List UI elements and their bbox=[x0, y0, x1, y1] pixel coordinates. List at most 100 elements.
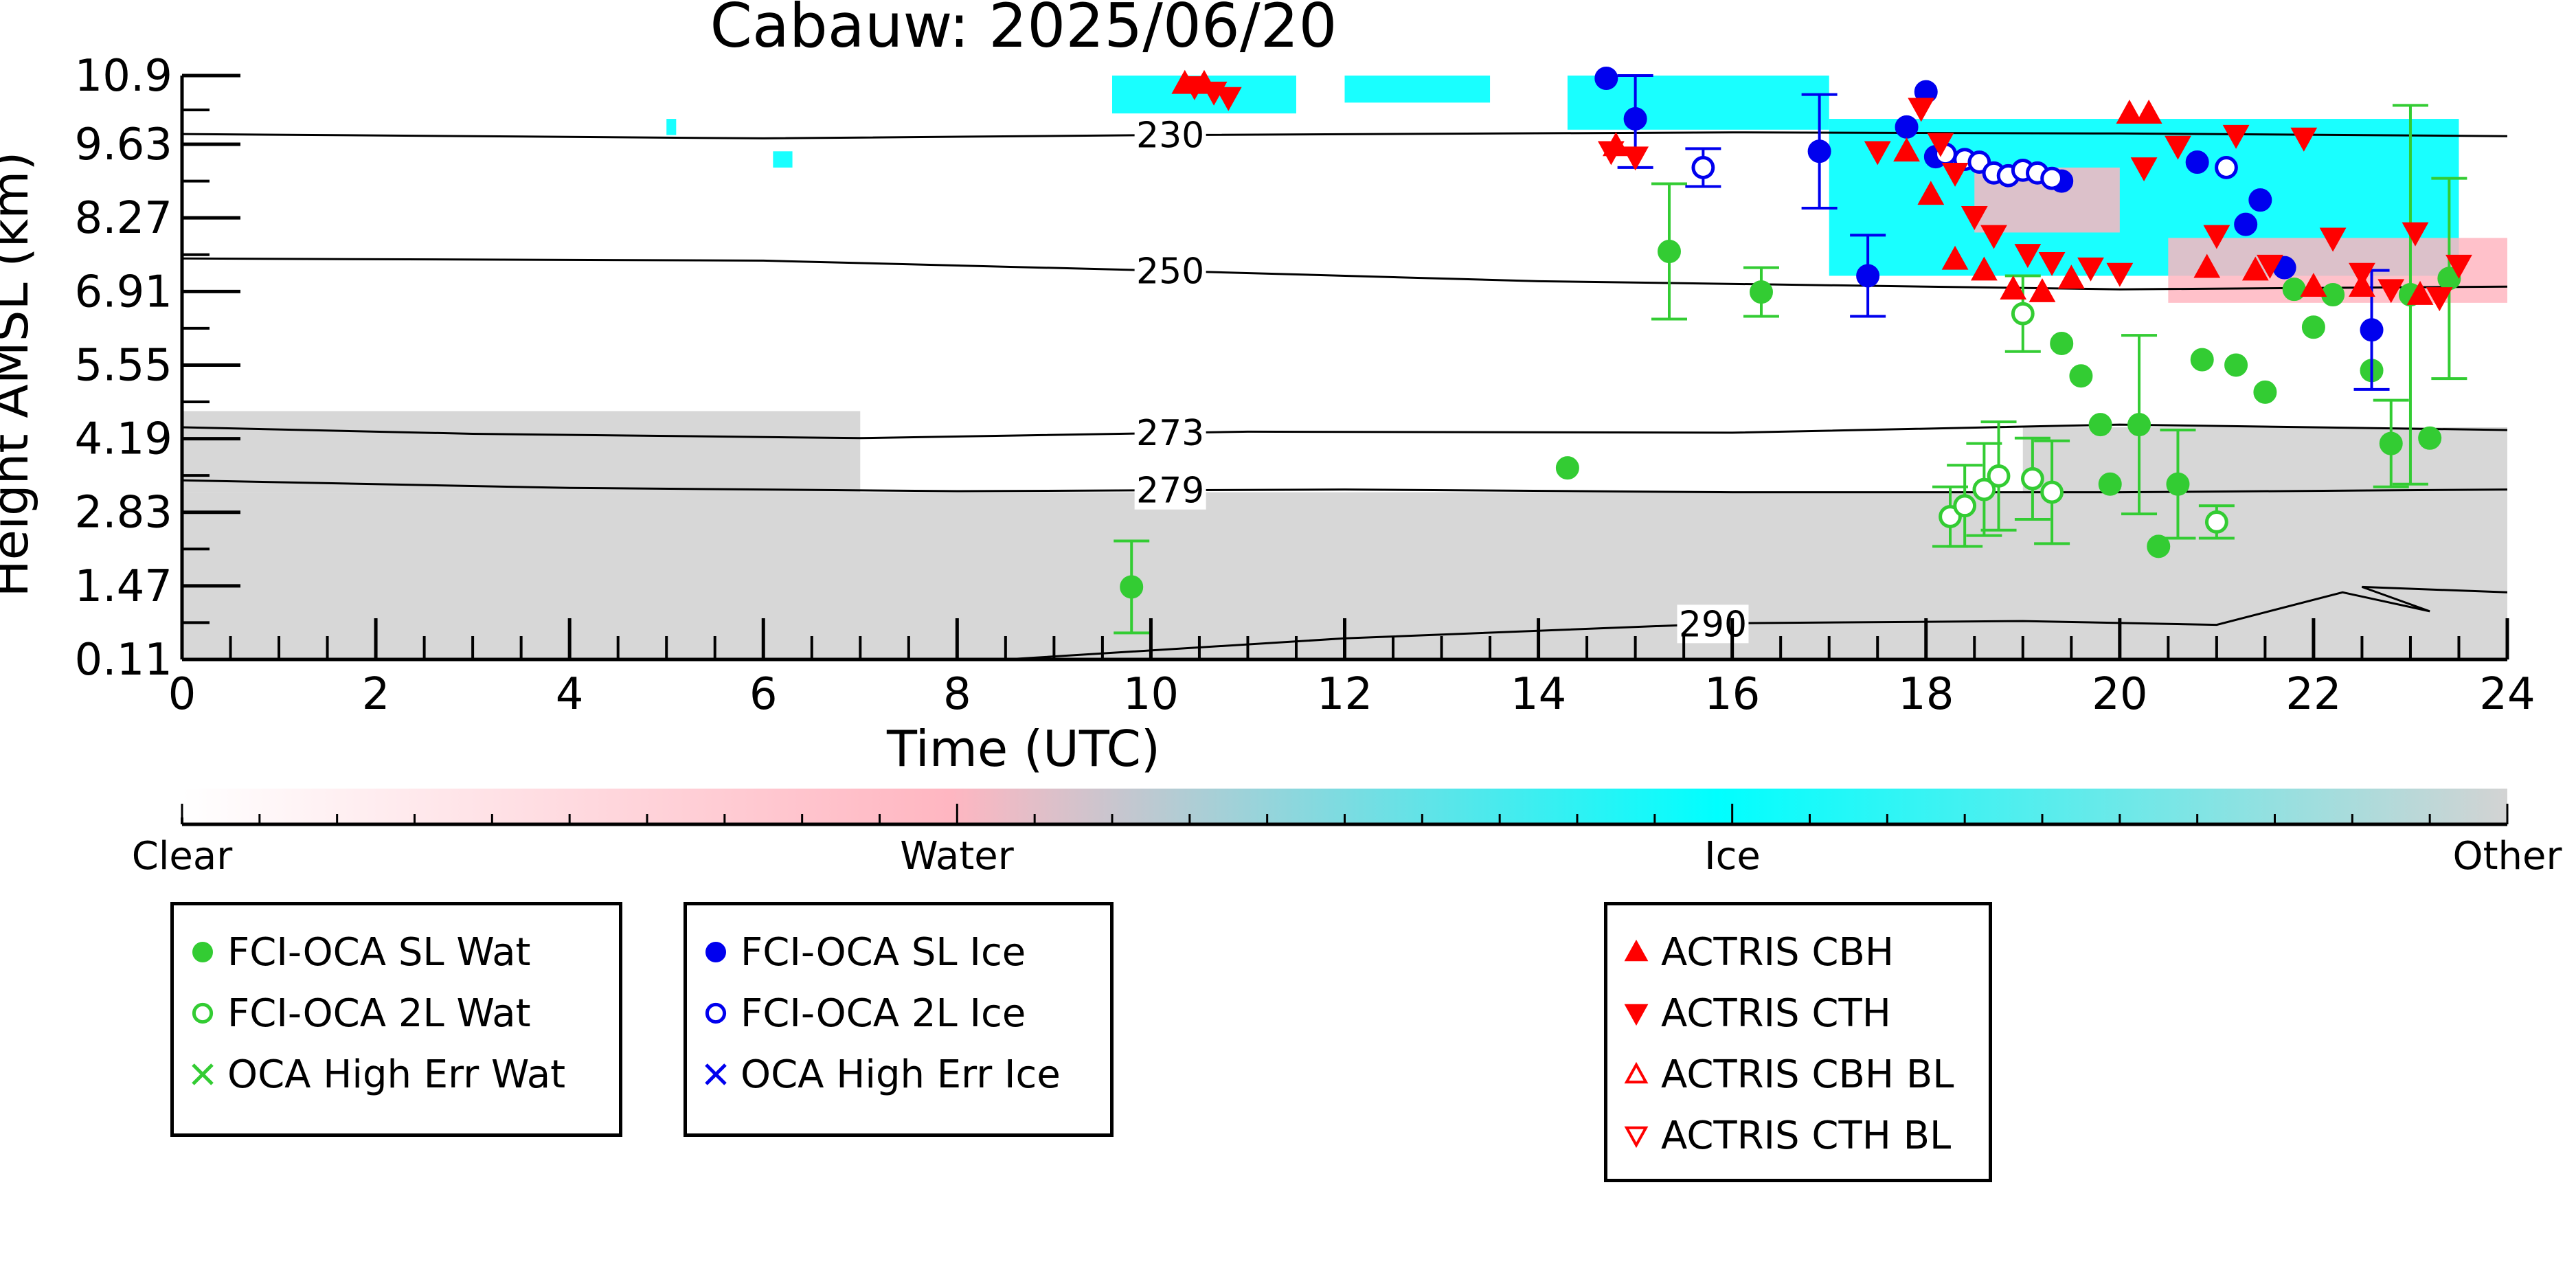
colorbar: Clear Water Ice Other bbox=[132, 789, 2562, 879]
x-tick-label: 12 bbox=[1317, 669, 1372, 720]
data-point bbox=[1807, 139, 1831, 163]
legend-marker-icon bbox=[1624, 1126, 1649, 1149]
contour-label-273: 273 bbox=[1136, 413, 1204, 454]
legend-marker-icon bbox=[705, 942, 726, 962]
data-point bbox=[2038, 251, 2066, 276]
legend-marker bbox=[1624, 1126, 1649, 1149]
data-point bbox=[1917, 181, 1945, 205]
data-point bbox=[2426, 287, 2453, 312]
cloud-mask bbox=[182, 76, 2507, 659]
contour-label-279: 279 bbox=[1136, 471, 1204, 512]
contour-label-250: 250 bbox=[1136, 251, 1204, 292]
x-tick-label: 6 bbox=[749, 669, 778, 720]
colorbar-label-ice: Ice bbox=[1704, 834, 1761, 879]
data-point bbox=[2215, 156, 2238, 179]
data-point bbox=[2234, 212, 2258, 236]
data-point bbox=[2014, 244, 2042, 269]
data-point bbox=[1555, 456, 1579, 480]
legend-item: FCI-OCA 2L Wat bbox=[188, 986, 531, 1041]
legend-item: FCI-OCA SL Ice bbox=[701, 925, 1026, 980]
data-point bbox=[1972, 477, 1996, 501]
legend-marker-icon bbox=[192, 1002, 214, 1024]
legend-marker bbox=[1624, 939, 1649, 962]
data-point bbox=[2301, 315, 2325, 339]
contour-273 bbox=[182, 423, 2507, 440]
data-point bbox=[1749, 280, 1773, 304]
data-point bbox=[2406, 280, 2434, 305]
contour-label-bg-279 bbox=[1134, 471, 1206, 510]
legend-marker-icon bbox=[1624, 939, 1649, 962]
series-fci-oca-2l-wat bbox=[1932, 274, 2235, 548]
data-point bbox=[2402, 222, 2429, 247]
data-point bbox=[1594, 66, 1618, 90]
data-point bbox=[1181, 76, 1208, 100]
axes: 0 2 4 6 8 10 12 14 16 18 20 22 240.111.472.834.195.5… bbox=[75, 51, 2535, 720]
legend-marker bbox=[192, 1063, 214, 1085]
legend-marker bbox=[705, 942, 726, 962]
data-point bbox=[1895, 115, 1919, 139]
data-point bbox=[2185, 150, 2209, 174]
legend-marker bbox=[1624, 1004, 1649, 1026]
data-point bbox=[2116, 100, 2143, 124]
x-tick-label: 16 bbox=[1704, 669, 1760, 720]
x-axis-label: Time (UTC) bbox=[886, 720, 1160, 778]
x-tick-label: 8 bbox=[943, 669, 971, 720]
mask-ice-region-4 bbox=[666, 119, 677, 135]
legend-marker-icon bbox=[192, 1063, 214, 1085]
data-point bbox=[2290, 127, 2318, 152]
data-point bbox=[1970, 256, 1998, 281]
legend-label: ACTRIS CTH bbox=[1661, 991, 1891, 1036]
contour-label-bg-290 bbox=[1677, 605, 1749, 644]
legend-marker-icon bbox=[192, 942, 213, 962]
y-tick-label: 8.27 bbox=[75, 193, 173, 244]
legend-marker bbox=[705, 1063, 727, 1085]
data-point bbox=[2190, 348, 2214, 372]
data-point bbox=[2040, 480, 2064, 504]
data-point bbox=[2000, 275, 2027, 300]
data-point bbox=[1927, 133, 1954, 157]
legend-item: OCA High Err Ice bbox=[701, 1047, 1061, 1102]
data-point bbox=[2057, 264, 2085, 289]
contour-label-bg-250 bbox=[1134, 251, 1206, 291]
mask-ice-region-1 bbox=[1344, 76, 1491, 103]
data-point bbox=[1941, 162, 1969, 187]
legend-marker bbox=[1624, 1061, 1649, 1084]
contour-label-230: 230 bbox=[1136, 115, 1204, 157]
legend-label: ACTRIS CTH BL bbox=[1661, 1113, 1952, 1158]
y-axis-label: Height AMSL (km) bbox=[0, 152, 39, 598]
colorbar-label-clear: Clear bbox=[132, 834, 233, 879]
data-point bbox=[1856, 264, 1880, 288]
data-point bbox=[1908, 98, 1935, 122]
data-point bbox=[1953, 494, 1977, 518]
legend-marker-icon bbox=[1624, 1004, 1649, 1026]
mask-other-region-1 bbox=[182, 411, 861, 493]
legend-item: OCA High Err Wat bbox=[188, 1047, 565, 1102]
contour-250 bbox=[182, 257, 2507, 291]
data-point bbox=[2319, 227, 2347, 252]
legend-label: FCI-OCA SL Wat bbox=[227, 929, 531, 975]
x-tick-label: 2 bbox=[362, 669, 390, 720]
legend-marker bbox=[192, 1002, 214, 1024]
contour-230 bbox=[182, 131, 2507, 139]
legend-marker-icon bbox=[705, 1063, 727, 1085]
data-point bbox=[2253, 380, 2277, 404]
colorbar-label-water: Water bbox=[900, 834, 1015, 879]
legend-marker bbox=[192, 942, 213, 962]
data-point bbox=[2050, 331, 2074, 355]
water-legend: FCI-OCA SL Wat FCI-OCA 2L Wat OCA High Err… bbox=[170, 902, 622, 1137]
y-tick-label: 9.63 bbox=[75, 120, 173, 170]
data-point bbox=[2166, 472, 2190, 496]
y-tick-label: 0.11 bbox=[75, 635, 173, 686]
x-tick-label: 20 bbox=[2092, 669, 2147, 720]
data-point bbox=[2193, 253, 2221, 278]
legend-item: ACTRIS CBH bbox=[1621, 925, 1894, 980]
data-point bbox=[2282, 278, 2306, 302]
data-point bbox=[1214, 87, 1242, 111]
x-tick-label: 0 bbox=[168, 669, 196, 720]
data-point bbox=[2130, 157, 2158, 182]
data-point bbox=[2222, 124, 2250, 149]
legend-label: FCI-OCA SL Ice bbox=[741, 929, 1026, 975]
y-tick-label: 6.91 bbox=[75, 267, 173, 317]
legend-label: OCA High Err Wat bbox=[227, 1052, 566, 1097]
mask-ice-region-5 bbox=[773, 151, 793, 168]
